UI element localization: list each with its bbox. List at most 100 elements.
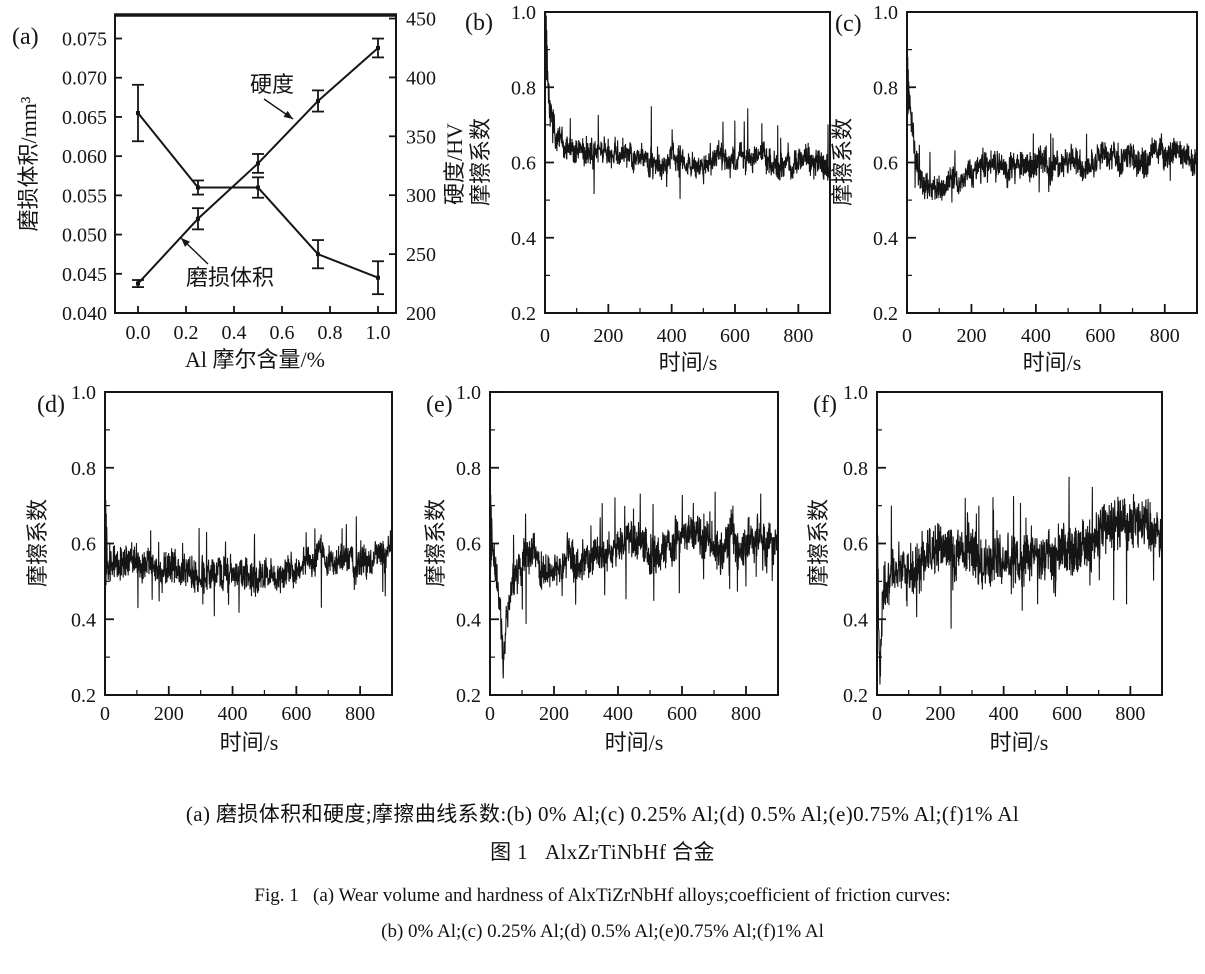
panel-e: 0 200 400 600 800 0.2 0.4 0.6 0.8 1.0(e) 时间/s 摩擦系数 (423, 382, 779, 755)
x-tick-label: 800 (1150, 325, 1180, 347)
y-tick-label-left: 0.065 (62, 107, 107, 129)
y-tick-label: 0.4 (456, 609, 481, 631)
y-tick-label: 0.2 (873, 303, 898, 325)
panel-letter: (c) (835, 11, 862, 37)
x-tick-label: 0 (485, 703, 495, 725)
data-marker (316, 98, 320, 103)
y-tick-label: 1.0 (71, 382, 96, 404)
y-tick-label: 0.2 (71, 685, 96, 707)
y-tick-label-right: 200 (406, 303, 436, 325)
panel-d: 0 200 400 600 800 0.2 0.4 0.6 0.8 1.0 (d) 时间/s 摩擦系数 (25, 382, 393, 755)
friction-trace (876, 476, 1163, 685)
x-tick-label: 800 (783, 325, 813, 347)
x-tick-label: 0.0 (126, 322, 151, 344)
annotation-arrowhead (181, 238, 190, 247)
x-tick-label: 0 (902, 325, 912, 347)
y-tick-label-right: 400 (406, 67, 436, 89)
data-marker (256, 185, 260, 190)
x-axis-title: 时间/s (990, 730, 1049, 755)
figure-captions: (a) 磨损体积和硬度;摩擦曲线系数:(b) 0% Al;(c) 0.25% A… (0, 802, 1205, 942)
data-marker (196, 216, 200, 221)
x-axis-title: 时间/s (605, 730, 664, 755)
panel-letter: (e) (426, 392, 453, 418)
y-axis-title-left: 磨损体积/mm³ (16, 96, 41, 231)
data-marker (136, 281, 140, 286)
y-tick-label: 0.8 (71, 458, 96, 480)
y-tick-label: 1.0 (456, 382, 481, 404)
series-annotation: 磨损体积 (186, 265, 274, 290)
x-tick-label: 600 (281, 703, 311, 725)
y-tick-label: 0.8 (456, 458, 481, 480)
friction-trace (906, 44, 1198, 203)
y-tick-label: 0.6 (456, 534, 481, 556)
data-marker (316, 252, 320, 257)
y-tick-label: 0.6 (873, 153, 898, 175)
x-tick-label: 200 (593, 325, 623, 347)
y-axis-title: 摩擦系数 (468, 118, 493, 206)
y-axis-title: 摩擦系数 (806, 499, 831, 587)
y-tick-label: 0.4 (873, 228, 898, 250)
caption-zh-subpanels: (a) 磨损体积和硬度;摩擦曲线系数:(b) 0% Al;(c) 0.25% A… (185, 802, 1020, 826)
x-tick-label: 600 (1052, 703, 1082, 725)
y-tick-label-right: 450 (406, 9, 436, 31)
data-marker (376, 275, 380, 280)
x-tick-label: 200 (539, 703, 569, 725)
y-axis-title: 摩擦系数 (25, 499, 50, 587)
x-tick-label: 0 (872, 703, 882, 725)
x-tick-label: 400 (1021, 325, 1051, 347)
y-tick-label: 1.0 (843, 382, 868, 404)
x-tick-label: 0 (540, 325, 550, 347)
y-tick-label-left: 0.050 (62, 225, 107, 247)
y-tick-label: 0.2 (456, 685, 481, 707)
panel-a: 0.0 0.2 0.4 0.6 0.8 1.0 0.040 0.045 0.050 0.055 0.… (12, 9, 467, 372)
x-tick-label: 0.4 (222, 322, 247, 344)
x-axis-title: Al 摩尔含量/% (185, 347, 325, 372)
x-tick-label: 1.0 (366, 322, 391, 344)
x-tick-label: 200 (925, 703, 955, 725)
y-tick-label: 0.8 (873, 77, 898, 99)
data-marker (196, 185, 200, 190)
panel-letter: (a) (12, 24, 39, 50)
annotation-arrowhead (283, 110, 293, 119)
panel-b: 0 200 400 600 800 0.2 0.4 0.6 0.8 1.0 (b) 时间/s 摩擦系数 (465, 2, 831, 375)
panel-letter: (d) (37, 392, 65, 418)
y-tick-label-left: 0.045 (62, 264, 107, 286)
x-tick-label: 0.8 (318, 322, 343, 344)
x-axis-title: 时间/s (1023, 350, 1082, 375)
x-tick-label: 0.6 (270, 322, 295, 344)
panel-c: 0 200 400 600 800 0.2 0.4 0.6 0.8 1.0 (c) 时间/s 摩擦系数 (830, 2, 1198, 375)
friction-trace (104, 486, 393, 617)
x-tick-label: 200 (154, 703, 184, 725)
panel-f: 0 200 400 600 800 0.2 0.4 0.6 0.8 1.0 (f) 时间/s 摩擦系数 (806, 382, 1163, 755)
x-axis-title: 时间/s (220, 730, 279, 755)
y-tick-label-left: 0.070 (62, 68, 107, 90)
y-tick-label: 0.4 (71, 609, 96, 631)
x-tick-label: 400 (657, 325, 687, 347)
y-tick-label-left: 0.060 (62, 146, 107, 168)
data-marker (136, 111, 140, 116)
y-tick-label: 1.0 (511, 2, 536, 24)
friction-trace (544, 13, 831, 199)
y-tick-label: 0.8 (843, 458, 868, 480)
y-tick-label-left: 0.075 (62, 29, 107, 51)
series-annotation: 硬度 (250, 72, 294, 97)
y-tick-label-left: 0.055 (62, 185, 107, 207)
figure-panels: 0.0 0.2 0.4 0.6 0.8 1.0 0.040 0.045 0.050 0.055 0.… (12, 2, 1198, 755)
y-tick-label: 0.2 (843, 685, 868, 707)
x-tick-label: 800 (1115, 703, 1145, 725)
y-axis-title: 摩擦系数 (830, 118, 855, 206)
y-tick-label-right: 300 (406, 185, 436, 207)
x-tick-label: 400 (603, 703, 633, 725)
y-tick-label: 0.6 (71, 534, 96, 556)
x-tick-label: 600 (1085, 325, 1115, 347)
y-tick-label: 0.4 (843, 609, 868, 631)
y-tick-label: 0.8 (511, 77, 536, 99)
x-tick-label: 800 (345, 703, 375, 725)
x-tick-label: 0.2 (174, 322, 199, 344)
friction-trace (489, 483, 779, 679)
x-tick-label: 400 (989, 703, 1019, 725)
y-tick-label-right: 350 (406, 126, 436, 148)
x-tick-label: 800 (731, 703, 761, 725)
x-axis-title: 时间/s (659, 350, 718, 375)
